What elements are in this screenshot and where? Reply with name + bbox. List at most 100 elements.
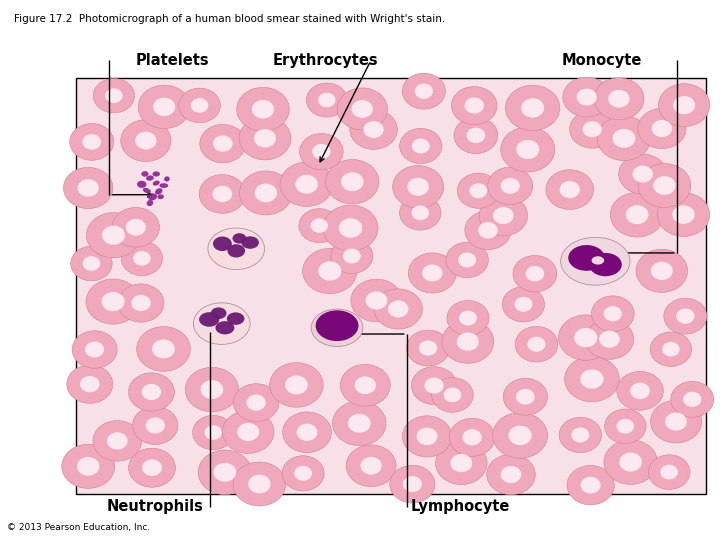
Ellipse shape bbox=[608, 90, 629, 107]
Ellipse shape bbox=[270, 363, 323, 407]
Ellipse shape bbox=[194, 303, 250, 345]
Ellipse shape bbox=[80, 376, 99, 392]
Ellipse shape bbox=[302, 248, 357, 294]
Ellipse shape bbox=[456, 333, 479, 351]
Ellipse shape bbox=[77, 457, 99, 476]
Ellipse shape bbox=[636, 249, 688, 292]
Ellipse shape bbox=[233, 233, 246, 244]
Ellipse shape bbox=[467, 127, 485, 143]
Text: Erythrocytes: Erythrocytes bbox=[272, 53, 378, 68]
Ellipse shape bbox=[364, 121, 384, 138]
Ellipse shape bbox=[252, 100, 274, 119]
Ellipse shape bbox=[86, 279, 140, 324]
Ellipse shape bbox=[436, 442, 487, 484]
Ellipse shape bbox=[493, 207, 513, 224]
Ellipse shape bbox=[513, 255, 557, 292]
Ellipse shape bbox=[318, 93, 336, 107]
Ellipse shape bbox=[599, 330, 620, 348]
Ellipse shape bbox=[211, 307, 227, 319]
Ellipse shape bbox=[153, 180, 160, 186]
Ellipse shape bbox=[673, 96, 695, 114]
Ellipse shape bbox=[300, 133, 343, 170]
Ellipse shape bbox=[112, 207, 160, 247]
Ellipse shape bbox=[318, 261, 341, 281]
Ellipse shape bbox=[164, 177, 170, 181]
Text: Figure 17.2  Photomicrograph of a human blood smear stained with Wright's stain.: Figure 17.2 Photomicrograph of a human b… bbox=[14, 14, 446, 24]
Ellipse shape bbox=[222, 410, 274, 454]
Ellipse shape bbox=[63, 167, 113, 208]
Ellipse shape bbox=[659, 84, 710, 126]
Ellipse shape bbox=[348, 414, 371, 433]
Ellipse shape bbox=[311, 309, 363, 347]
Ellipse shape bbox=[503, 379, 547, 415]
Ellipse shape bbox=[388, 300, 408, 318]
Ellipse shape bbox=[400, 195, 441, 230]
Ellipse shape bbox=[82, 134, 101, 150]
Ellipse shape bbox=[650, 400, 702, 443]
Ellipse shape bbox=[652, 120, 672, 137]
Ellipse shape bbox=[392, 166, 444, 208]
Ellipse shape bbox=[213, 237, 232, 251]
Ellipse shape bbox=[632, 166, 653, 183]
Ellipse shape bbox=[500, 466, 521, 483]
Ellipse shape bbox=[285, 375, 307, 394]
Ellipse shape bbox=[603, 306, 622, 321]
Ellipse shape bbox=[135, 132, 156, 150]
Ellipse shape bbox=[121, 241, 163, 275]
Ellipse shape bbox=[366, 292, 387, 309]
Ellipse shape bbox=[228, 244, 245, 258]
Ellipse shape bbox=[618, 154, 667, 194]
Ellipse shape bbox=[458, 252, 476, 267]
Ellipse shape bbox=[179, 88, 220, 123]
Ellipse shape bbox=[137, 181, 146, 188]
Ellipse shape bbox=[141, 171, 148, 177]
Ellipse shape bbox=[487, 167, 533, 205]
Ellipse shape bbox=[155, 188, 163, 194]
Ellipse shape bbox=[508, 426, 532, 445]
Ellipse shape bbox=[107, 432, 127, 449]
Ellipse shape bbox=[424, 377, 444, 394]
Ellipse shape bbox=[446, 242, 488, 278]
Ellipse shape bbox=[85, 341, 104, 357]
Ellipse shape bbox=[613, 129, 635, 148]
Ellipse shape bbox=[102, 226, 125, 245]
Ellipse shape bbox=[148, 193, 157, 200]
Ellipse shape bbox=[451, 454, 472, 472]
Ellipse shape bbox=[350, 110, 397, 150]
Ellipse shape bbox=[283, 412, 331, 453]
Ellipse shape bbox=[577, 89, 597, 105]
Ellipse shape bbox=[62, 444, 114, 488]
Ellipse shape bbox=[478, 222, 498, 239]
Ellipse shape bbox=[676, 308, 695, 324]
Ellipse shape bbox=[585, 319, 634, 359]
Ellipse shape bbox=[651, 262, 672, 280]
Ellipse shape bbox=[152, 340, 175, 359]
Ellipse shape bbox=[339, 218, 362, 238]
Ellipse shape bbox=[255, 184, 277, 202]
Text: Monocyte: Monocyte bbox=[562, 53, 642, 68]
Ellipse shape bbox=[465, 211, 511, 249]
Ellipse shape bbox=[390, 465, 435, 503]
Text: Platelets: Platelets bbox=[135, 53, 209, 68]
Ellipse shape bbox=[355, 376, 376, 394]
Ellipse shape bbox=[459, 310, 477, 326]
Ellipse shape bbox=[78, 179, 99, 197]
Ellipse shape bbox=[233, 383, 279, 422]
Ellipse shape bbox=[559, 315, 613, 360]
Ellipse shape bbox=[500, 178, 520, 194]
Ellipse shape bbox=[559, 181, 580, 198]
Ellipse shape bbox=[138, 85, 190, 129]
Ellipse shape bbox=[653, 176, 675, 195]
Ellipse shape bbox=[561, 238, 630, 285]
Ellipse shape bbox=[94, 78, 135, 113]
Ellipse shape bbox=[297, 424, 318, 441]
Ellipse shape bbox=[199, 174, 246, 213]
Ellipse shape bbox=[408, 178, 429, 196]
Ellipse shape bbox=[280, 162, 333, 206]
Ellipse shape bbox=[492, 413, 547, 458]
Ellipse shape bbox=[650, 332, 692, 367]
Ellipse shape bbox=[580, 369, 603, 389]
Ellipse shape bbox=[657, 193, 710, 237]
Ellipse shape bbox=[212, 186, 233, 202]
Ellipse shape bbox=[570, 111, 615, 148]
